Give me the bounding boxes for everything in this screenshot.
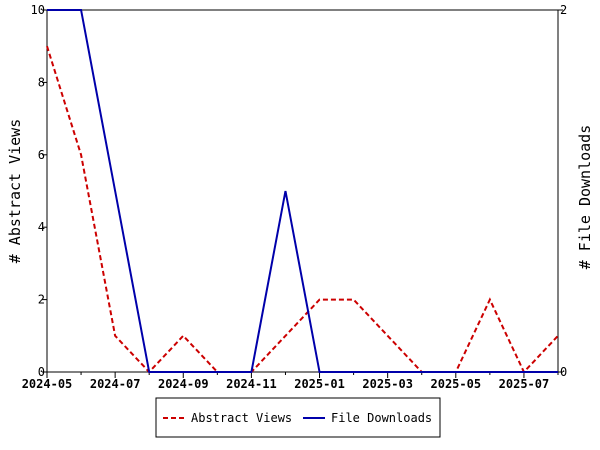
legend-label: File Downloads [331, 411, 432, 425]
x-tick-label: 2024-11 [226, 377, 277, 391]
x-tick-label: 2025-01 [294, 377, 345, 391]
legend-label: Abstract Views [191, 411, 292, 425]
x-tick-label: 2024-09 [158, 377, 209, 391]
x-tick-label: 2025-07 [499, 377, 550, 391]
y2-tick-label: 0 [560, 365, 567, 379]
y-tick-label: 4 [38, 220, 45, 234]
y-tick-label: 0 [38, 365, 45, 379]
series-line [47, 9, 558, 373]
y-axis-label: # Abstract Views [6, 119, 24, 264]
y-tick-label: 6 [38, 148, 45, 162]
plot-frame [46, 9, 559, 373]
legend-box [155, 397, 441, 438]
x-tick-label: 2025-03 [362, 377, 413, 391]
x-tick-label: 2025-05 [431, 377, 482, 391]
series-line [46, 45, 559, 374]
y-tick-label: 10 [31, 3, 45, 17]
y-tick-label: 8 [38, 75, 45, 89]
y2-axis-label: # File Downloads [576, 125, 594, 270]
y2-tick-label: 2 [560, 3, 567, 17]
y-tick-label: 2 [38, 293, 45, 307]
x-tick-label: 2024-05 [22, 377, 73, 391]
x-tick-label: 2024-07 [90, 377, 141, 391]
